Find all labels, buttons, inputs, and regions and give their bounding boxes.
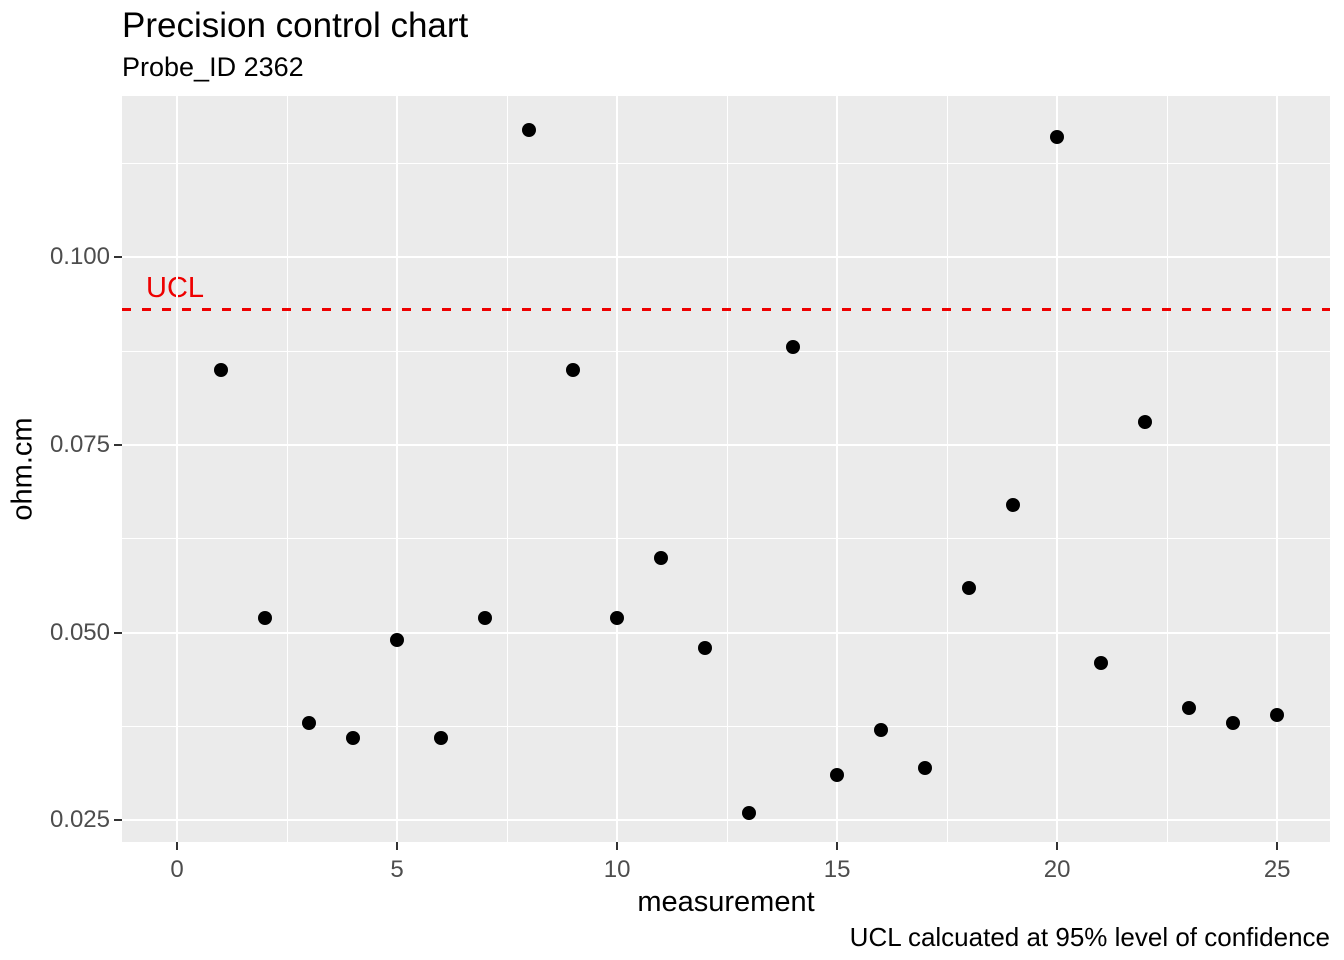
x-tick-mark [616,842,619,850]
data-point [566,362,581,377]
gridline-major-v [616,96,619,842]
plot-panel: UCL [122,96,1330,842]
data-point [962,580,977,595]
data-point [1094,655,1109,670]
chart-caption: UCL calcuated at 95% level of confidence [849,922,1330,952]
x-tick-label: 10 [603,856,631,883]
gridline-minor-h [122,350,1330,352]
x-tick-mark [176,842,178,850]
y-tick-label: 0.075 [49,430,110,458]
gridline-minor-v [286,96,288,842]
y-tick-label: 0.050 [49,618,110,646]
gridline-minor-h [122,163,1330,165]
x-tick-label: 5 [390,856,404,883]
y-tick-mark [114,443,122,446]
x-tick-label: 0 [170,856,184,883]
data-point [654,550,669,565]
gridline-minor-v [946,96,948,842]
x-axis-title: measurement [637,886,815,918]
data-point [830,768,845,783]
gridline-major-v [396,96,399,842]
y-tick-mark [114,256,122,259]
x-tick-mark [1276,842,1279,850]
data-point [1138,415,1153,430]
data-point [346,730,361,745]
x-tick-mark [836,842,839,850]
y-tick-label: 0.025 [49,806,110,834]
gridline-minor-v [506,96,508,842]
x-tick-label: 20 [1043,856,1071,883]
gridline-minor-v [726,96,728,842]
gridline-major-v [1276,96,1279,842]
data-point [1226,715,1241,730]
gridline-major-h [122,819,1330,822]
gridline-minor-h [122,538,1330,540]
data-point [1270,708,1285,723]
ucl-annotation: UCL [146,271,205,304]
data-point [390,633,405,648]
gridline-minor-v [1166,96,1168,842]
data-point [918,760,933,775]
gridline-major-v [176,96,178,842]
chart-subtitle: Probe_ID 2362 [122,52,304,82]
y-axis-title: ohm.cm [6,417,39,521]
gridline-major-h [122,443,1330,446]
y-tick-mark [114,819,122,822]
data-point [478,610,493,625]
x-tick-label: 15 [823,856,851,883]
data-point [1006,498,1021,513]
gridline-major-v [1056,96,1059,842]
data-point [610,610,625,625]
x-tick-mark [1056,842,1059,850]
data-point [214,362,229,377]
x-tick-mark [396,842,399,850]
data-point [434,730,449,745]
data-point [742,805,757,820]
data-point [258,610,273,625]
data-point [302,715,317,730]
data-point [874,723,889,738]
gridline-major-h [122,631,1330,634]
gridline-minor-h [122,725,1330,727]
data-point [522,122,537,137]
chart-title: Precision control chart [122,6,469,45]
ucl-line [122,308,1330,312]
gridline-major-v [836,96,839,842]
gridline-major-h [122,256,1330,259]
y-tick-label: 0.100 [49,243,110,271]
data-point [786,340,801,355]
y-tick-mark [114,631,122,634]
data-point [698,640,713,655]
data-point [1182,700,1197,715]
data-point [1050,130,1065,145]
x-tick-label: 25 [1263,856,1291,883]
